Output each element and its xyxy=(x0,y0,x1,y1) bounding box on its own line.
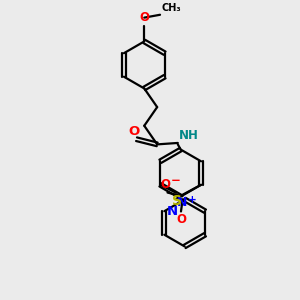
Text: S: S xyxy=(172,194,182,208)
Text: O: O xyxy=(128,125,139,138)
Text: O: O xyxy=(139,11,149,24)
Text: NH: NH xyxy=(179,128,199,142)
Text: CH₃: CH₃ xyxy=(161,3,181,13)
Text: +: + xyxy=(188,195,196,206)
Text: N: N xyxy=(167,205,178,218)
Text: O: O xyxy=(176,213,186,226)
Text: O: O xyxy=(160,178,170,191)
Text: N: N xyxy=(177,196,188,209)
Text: −: − xyxy=(170,174,180,188)
